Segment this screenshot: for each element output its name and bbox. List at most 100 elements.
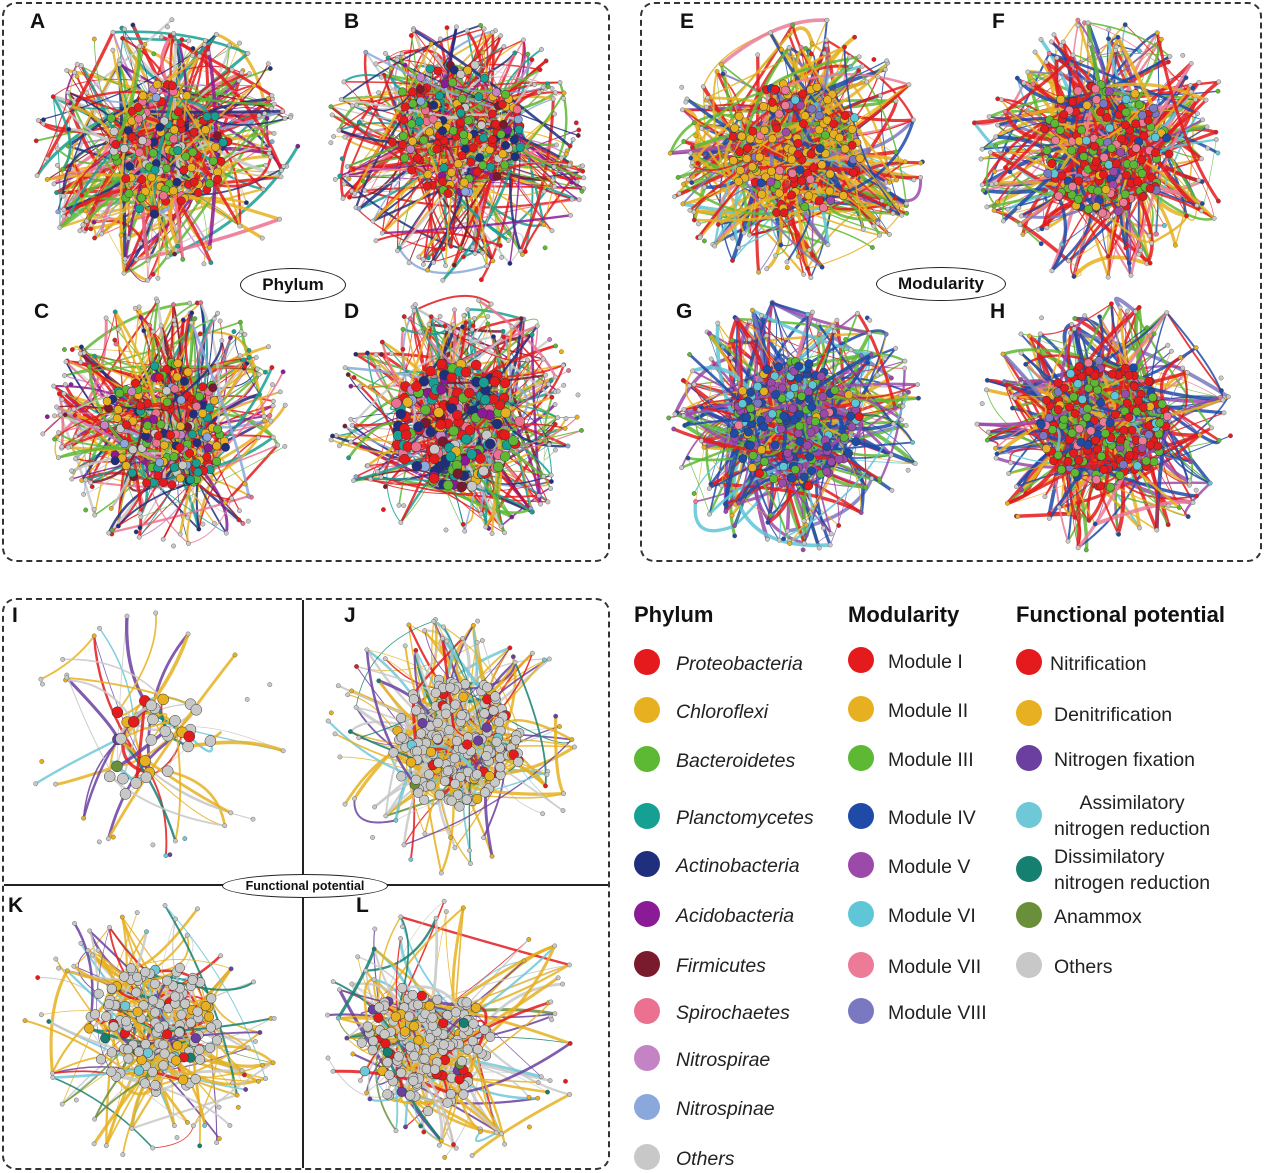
legend-label: Bacteroidetes: [676, 750, 796, 772]
network-panel-f: [971, 17, 1222, 280]
legend-modularity-item: Module IV: [848, 803, 976, 831]
legend-label: Others: [676, 1148, 735, 1170]
legend-functional-item: Nitrification: [1016, 649, 1147, 677]
legend-swatch: [1016, 700, 1042, 726]
network-edges: [330, 24, 585, 282]
legend-label: Module III: [888, 749, 974, 771]
legend-swatch: [634, 1144, 660, 1170]
network-edges: [668, 300, 919, 549]
network-nodes: [325, 617, 577, 876]
panel-letter-g: G: [676, 300, 693, 323]
network-nodes: [33, 610, 286, 859]
modularity-networks-box: [640, 2, 1262, 562]
legend-modularity-item: Module VIII: [848, 998, 987, 1026]
network-nodes: [325, 898, 573, 1160]
panel-letter-j: J: [344, 604, 356, 627]
legend-swatch: [848, 803, 874, 829]
network-panel-a: [33, 17, 301, 283]
legend-label: Module VII: [888, 956, 982, 978]
legend-swatch: [848, 852, 874, 878]
legend-label: Acidobacteria: [676, 905, 795, 927]
legend-functional-item: Denitrification: [1016, 700, 1173, 728]
network-nodes: [22, 903, 277, 1157]
legend-modularity-item: Module III: [848, 745, 974, 773]
legend-swatch: [848, 696, 874, 722]
legend-swatch: [634, 901, 660, 927]
network-nodes: [667, 17, 925, 281]
legend-swatch: [848, 745, 874, 771]
legend-phylum-item: Nitrospirae: [634, 1045, 771, 1073]
legend-swatch: [1016, 856, 1042, 882]
panel-letter-l: L: [356, 894, 369, 917]
network-panel-h: [974, 296, 1233, 553]
network-nodes: [40, 296, 288, 549]
legend-label: Nitrospirae: [676, 1049, 771, 1071]
legend-label: Module II: [888, 700, 969, 722]
legend-swatch: [1016, 745, 1042, 771]
legend-phylum-item: Chloroflexi: [634, 697, 769, 725]
legend-swatch: [634, 951, 660, 977]
network-nodes: [328, 22, 587, 283]
network-edges: [327, 619, 576, 874]
legend-label: Spirochaetes: [676, 1002, 790, 1024]
legend-swatch: [1016, 802, 1042, 828]
network-panel-b: [328, 22, 587, 283]
legend-label: Firmicutes: [676, 955, 766, 977]
legend-swatch: [1016, 649, 1042, 675]
legend-label: Actinobacteria: [676, 855, 800, 877]
network-panel-e: [667, 17, 925, 281]
network-panel-c: [40, 296, 288, 549]
legend-label: Chloroflexi: [676, 701, 769, 723]
network-nodes: [328, 297, 584, 537]
legend-label: Proteobacteria: [676, 653, 803, 675]
legend-functional-item: Others: [1016, 952, 1113, 980]
panel-letter-e: E: [680, 10, 695, 33]
legend-swatch: [634, 1045, 660, 1071]
panel-letter-d: D: [344, 300, 360, 323]
legend-modularity-title: Modularity: [848, 602, 960, 627]
legend-label: Nitrogen fixation: [1054, 749, 1195, 771]
network-nodes: [974, 301, 1233, 553]
legend-phylum: Phylum Proteobacteria Chloroflexi Bacter…: [634, 602, 844, 1170]
legend-functional-item: Assimilatory nitrogen reduction: [1016, 790, 1210, 842]
modularity-group-label: Modularity: [876, 267, 1006, 301]
network-panel-j: [325, 617, 577, 876]
legend-label: Nitrospinae: [676, 1098, 775, 1120]
legend-label: Denitrification: [1054, 704, 1173, 726]
legend-label: Module I: [888, 651, 963, 673]
legend-modularity-item: Module I: [848, 647, 963, 675]
functional-group-label: Functional potential: [222, 874, 388, 898]
legend-label: Dissimilatory nitrogen reduction: [1054, 846, 1211, 894]
functional-networks-box: [2, 598, 610, 1170]
legend-swatch: [848, 952, 874, 978]
legend-phylum-item: Nitrospinae: [634, 1094, 775, 1122]
network-edges: [24, 904, 275, 1155]
network-nodes: [33, 17, 301, 283]
legend-label: Module IV: [888, 807, 976, 829]
legend-swatch: [634, 697, 660, 723]
network-panel-l: [325, 898, 573, 1160]
panel-letter-c: C: [34, 300, 50, 323]
legend-swatch: [634, 851, 660, 877]
legend-label: Planctomycetes: [676, 807, 814, 829]
legend-phylum-item: Planctomycetes: [634, 803, 814, 831]
legend-swatch: [848, 647, 874, 673]
legend-swatch: [634, 998, 660, 1024]
legend-swatch: [848, 998, 874, 1024]
legend-swatch: [1016, 952, 1042, 978]
legend-phylum-item: Spirochaetes: [634, 998, 790, 1026]
network-panel-g: [666, 299, 921, 553]
legend-label: Nitrification: [1050, 653, 1147, 675]
legend-functional-title: Functional potential: [1016, 602, 1225, 627]
legend-label: Others: [1054, 956, 1113, 978]
network-nodes: [971, 17, 1222, 280]
panel-letter-b: B: [344, 10, 360, 33]
network-nodes: [666, 299, 921, 553]
legend-label: Module VI: [888, 905, 976, 927]
legend-modularity-item: Module II: [848, 696, 969, 724]
panel-letter-i: I: [12, 604, 18, 627]
legend-phylum-item: Proteobacteria: [634, 649, 803, 677]
legend-modularity-item: Module VII: [848, 952, 982, 980]
legend-modularity-item: Module V: [848, 852, 970, 880]
legend-functional-item: Nitrogen fixation: [1016, 745, 1195, 773]
